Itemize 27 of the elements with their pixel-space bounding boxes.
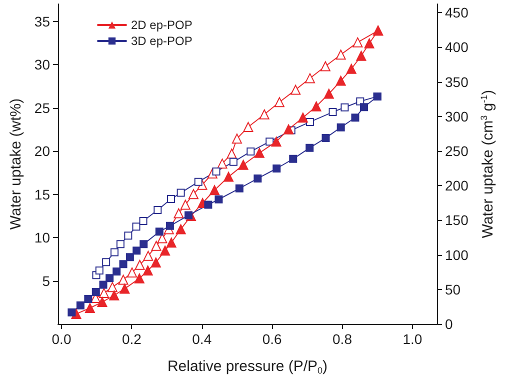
y2-tick-label: 350 xyxy=(445,74,469,90)
y-tick-label: 10 xyxy=(34,230,50,246)
x-tick-label: 0.2 xyxy=(122,331,142,347)
x-tick-label: 0.8 xyxy=(332,331,352,347)
x-tick-label: 0.6 xyxy=(262,331,282,347)
x-tick-label: 0.4 xyxy=(192,331,212,347)
y-tick-label: 35 xyxy=(34,13,50,30)
y-tick-label: 25 xyxy=(34,100,50,116)
x-tick-label: 1.0 xyxy=(402,331,422,347)
y2-tick-label: 0 xyxy=(445,316,453,332)
y-tick-label: 5 xyxy=(42,272,50,289)
y2-axis-title: Water uptake (cm3 g-1) xyxy=(478,90,496,238)
y2-tick-label: 400 xyxy=(445,39,469,56)
y2-tick-label: 100 xyxy=(445,246,469,263)
y-axis-title: Water uptake (wt%) xyxy=(8,98,25,230)
y-tick-label: 30 xyxy=(34,56,50,73)
y-tick-label: 20 xyxy=(34,143,50,160)
y-tick-label: 15 xyxy=(34,186,50,202)
y2-tick-label: 300 xyxy=(445,108,469,124)
x-tick-label: 0.0 xyxy=(52,331,72,347)
legend-label: 3D ep-POP xyxy=(131,34,192,48)
y2-tick-label: 200 xyxy=(445,178,469,194)
y2-tick-label: 150 xyxy=(445,212,469,228)
legend-label: 2D ep-POP xyxy=(131,18,192,32)
y2-tick-label: 250 xyxy=(445,143,469,160)
y2-tick-label: 50 xyxy=(445,281,461,298)
y2-tick-label: 450 xyxy=(445,4,469,21)
